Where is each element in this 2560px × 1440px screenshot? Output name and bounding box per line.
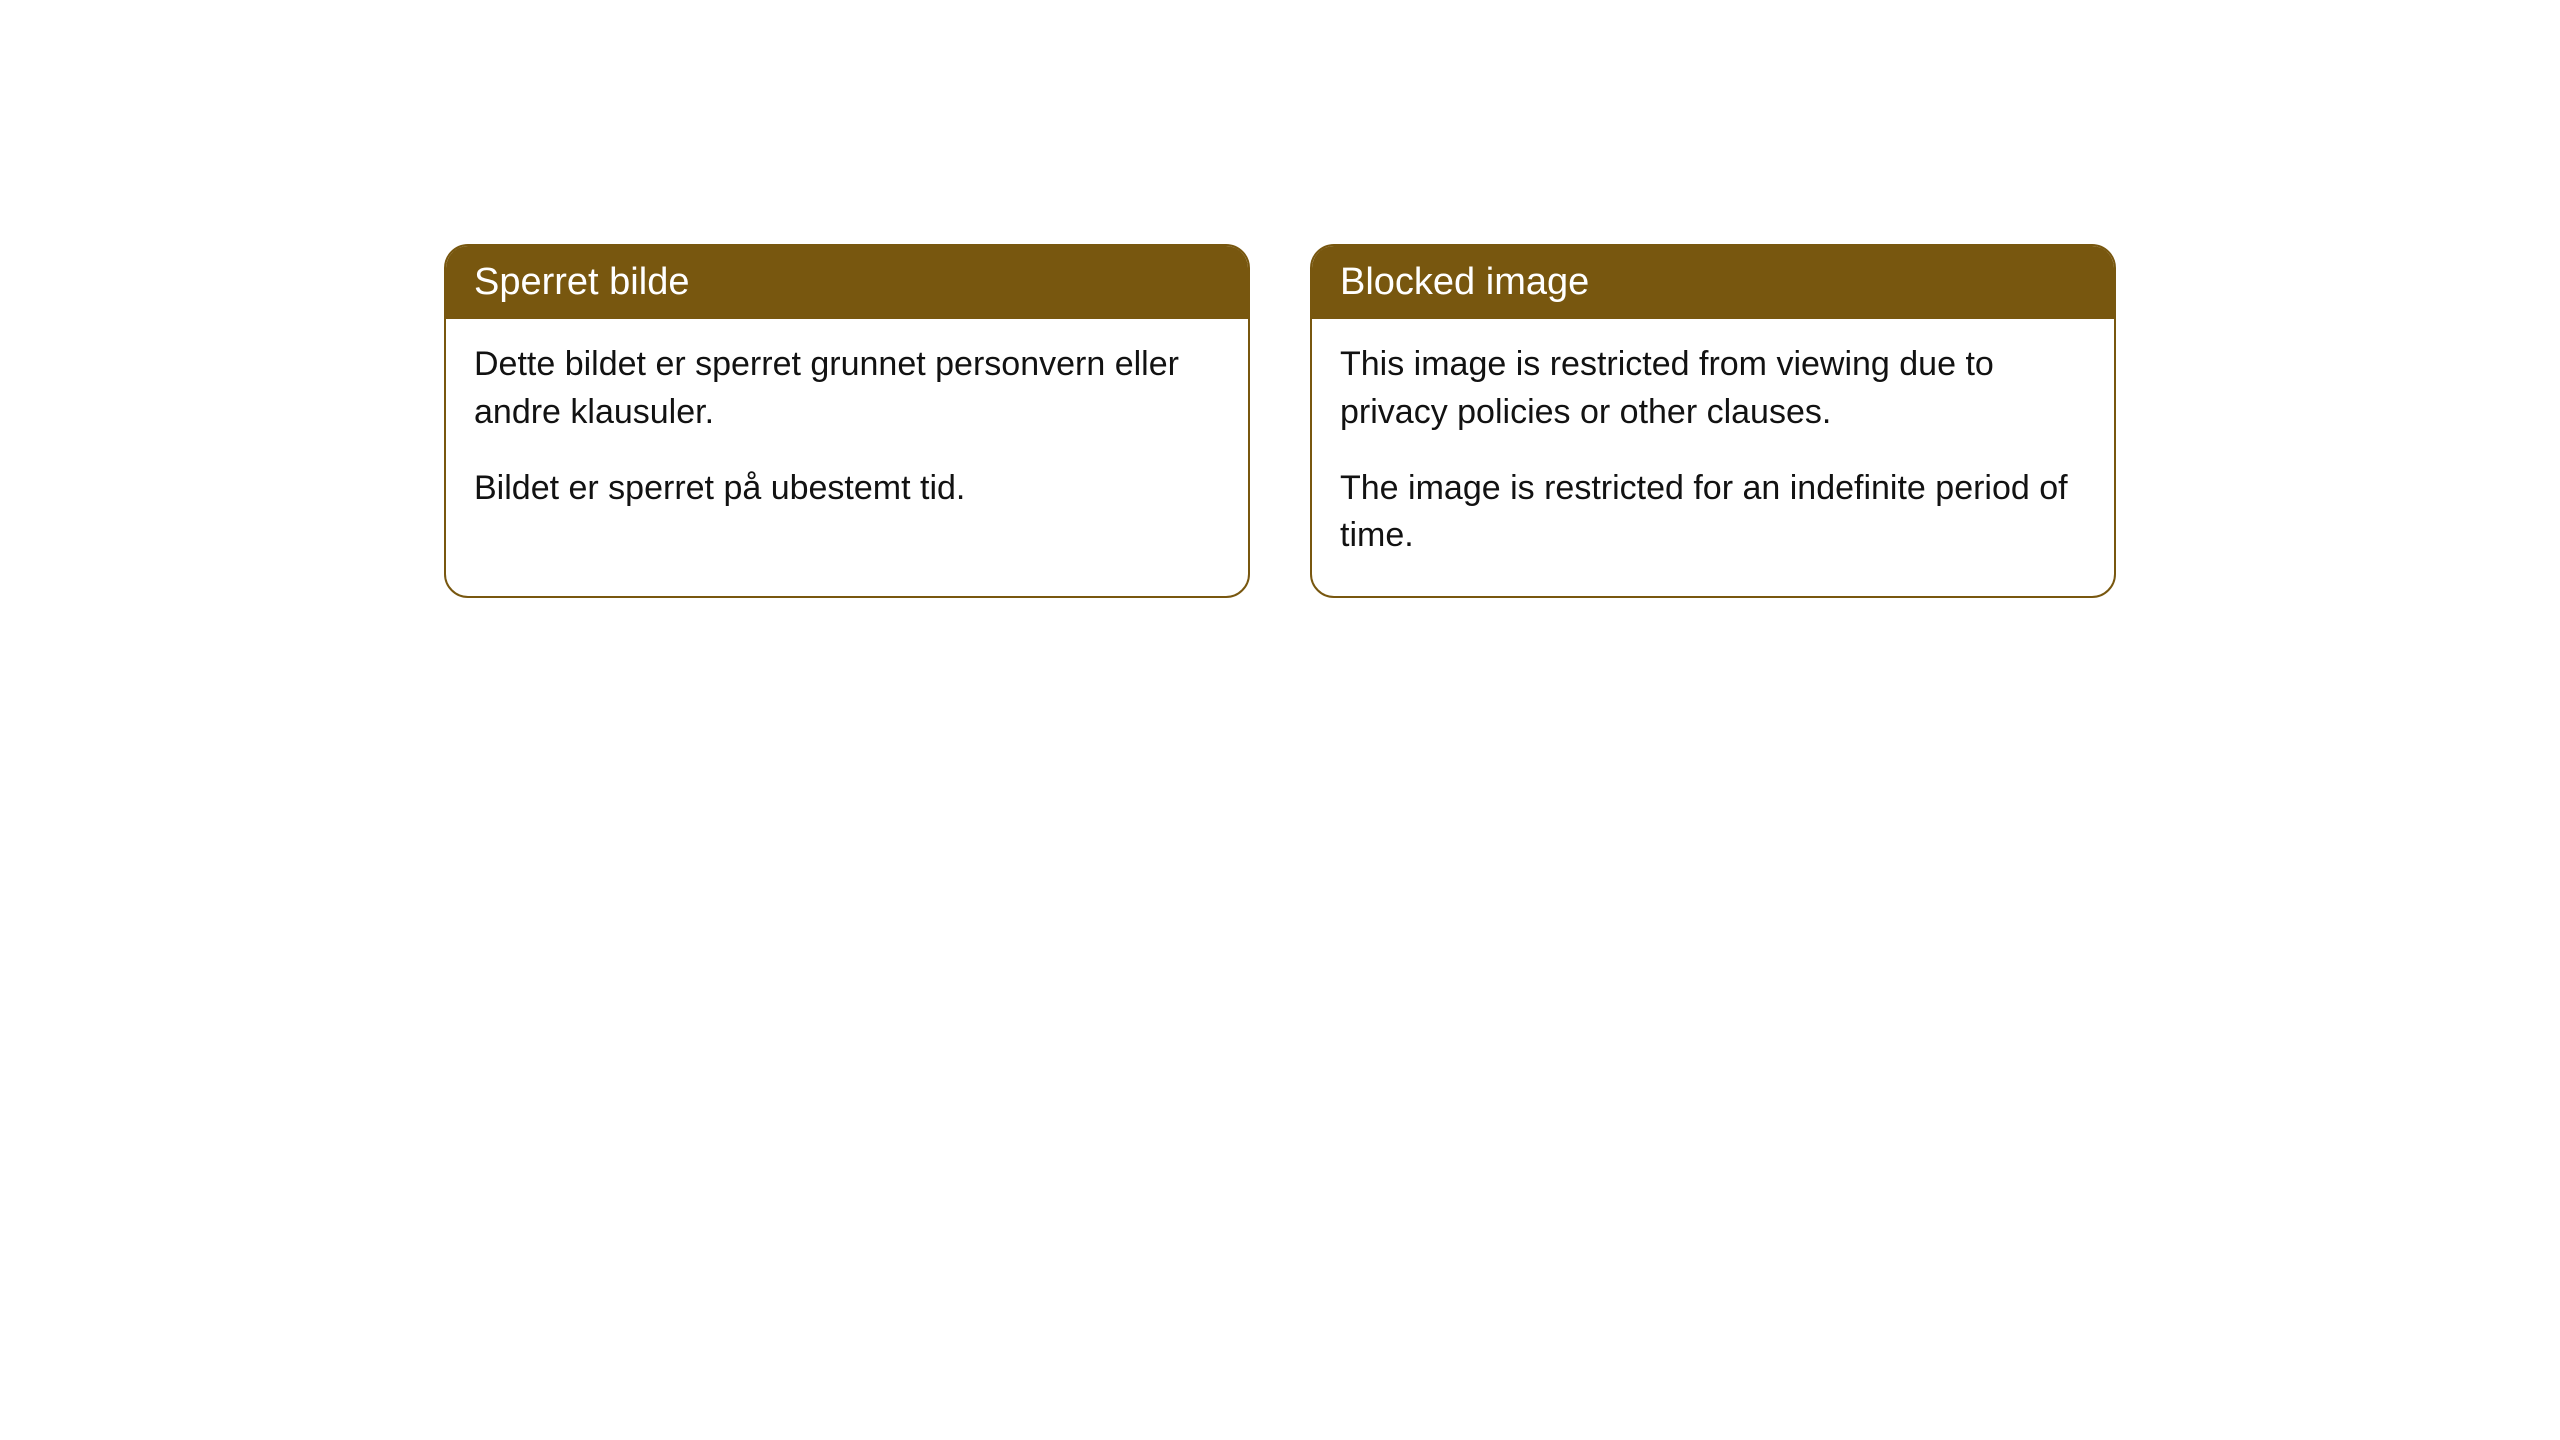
card-body-norwegian: Dette bildet er sperret grunnet personve…	[446, 319, 1248, 548]
card-body-english: This image is restricted from viewing du…	[1312, 319, 2114, 595]
blocked-image-card-norwegian: Sperret bilde Dette bildet er sperret gr…	[444, 244, 1250, 598]
card-header-norwegian: Sperret bilde	[446, 246, 1248, 319]
card-paragraph: Dette bildet er sperret grunnet personve…	[474, 341, 1220, 436]
card-paragraph: Bildet er sperret på ubestemt tid.	[474, 465, 1220, 513]
card-paragraph: The image is restricted for an indefinit…	[1340, 465, 2086, 560]
notice-cards-container: Sperret bilde Dette bildet er sperret gr…	[444, 244, 2116, 598]
card-paragraph: This image is restricted from viewing du…	[1340, 341, 2086, 436]
card-header-english: Blocked image	[1312, 246, 2114, 319]
blocked-image-card-english: Blocked image This image is restricted f…	[1310, 244, 2116, 598]
